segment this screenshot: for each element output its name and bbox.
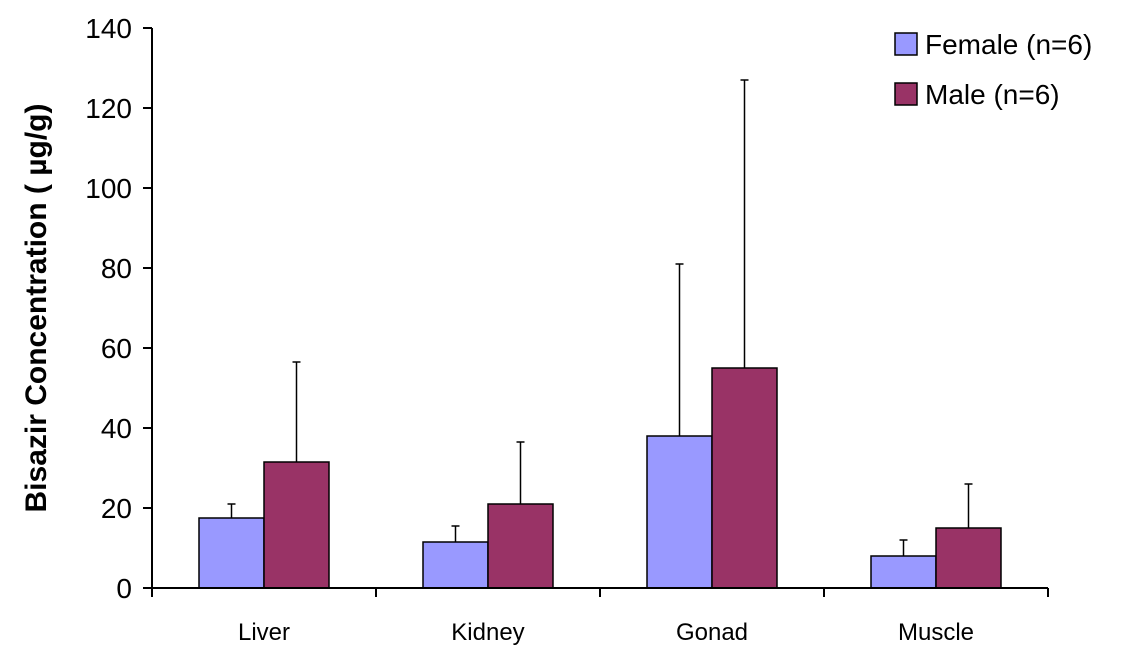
y-tick-label: 120 — [85, 93, 132, 124]
legend: Female (n=6) Male (n=6) — [894, 29, 1092, 110]
x-tick-label: Muscle — [898, 619, 974, 646]
x-tick-label: Gonad — [676, 619, 748, 646]
bar-female-liver — [198, 517, 265, 589]
bar-male-muscle — [935, 527, 1002, 589]
bar-male-liver — [263, 461, 330, 589]
y-tick-label: 100 — [85, 173, 132, 204]
legend-label-male: Male (n=6) — [925, 79, 1060, 110]
bar-female-kidney — [422, 541, 489, 589]
x-axis-ticks: Liver Kidney Gonad Muscle — [151, 588, 1049, 646]
bar-series-group — [198, 79, 1002, 589]
bar-male-gonad — [711, 367, 778, 589]
legend-swatch-female — [894, 32, 918, 56]
legend-swatch-male — [894, 82, 918, 106]
y-axis-ticks: 0 20 40 60 80 100 120 140 — [85, 13, 152, 604]
y-tick-label: 60 — [101, 333, 132, 364]
y-tick-label: 140 — [85, 13, 132, 44]
y-tick-label: 0 — [116, 573, 132, 604]
legend-label-female: Female (n=6) — [925, 29, 1092, 60]
y-tick-label: 80 — [101, 253, 132, 284]
y-tick-label: 40 — [101, 413, 132, 444]
bar-female-gonad — [646, 435, 713, 589]
y-tick-label: 20 — [101, 493, 132, 524]
bar-male-kidney — [487, 503, 554, 589]
y-axis-label: Bisazir Concentration ( µg/g) — [20, 104, 53, 513]
x-tick-label: Liver — [238, 619, 290, 646]
x-tick-label: Kidney — [451, 619, 524, 646]
bar-female-muscle — [870, 555, 937, 589]
